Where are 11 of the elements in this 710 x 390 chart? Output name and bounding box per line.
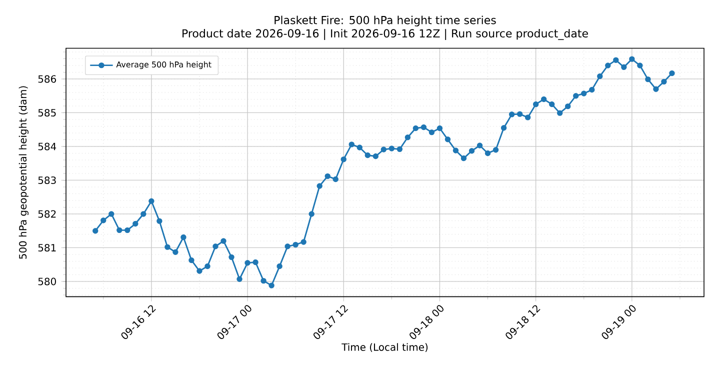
y-tick-label: 581: [38, 244, 56, 252]
y-tick-label: 585: [38, 108, 56, 117]
x-axis-title: Time (Local time): [342, 343, 428, 352]
y-tick-label: 580: [38, 278, 56, 286]
chart-subtitle: Product date 2026-09-16 | Init 2026-09-16 12Z | Run source product_date: [182, 28, 588, 40]
chart-title: Plaskett Fire: 500 hPa height time series: [274, 16, 496, 26]
y-tick-label: 586: [38, 75, 56, 83]
y-tick-label: 584: [38, 142, 56, 150]
y-tick-label: 583: [38, 176, 56, 184]
y-tick-label: 582: [38, 210, 56, 218]
y-axis-title: 500 hPa geopotential height (dam): [18, 86, 28, 259]
